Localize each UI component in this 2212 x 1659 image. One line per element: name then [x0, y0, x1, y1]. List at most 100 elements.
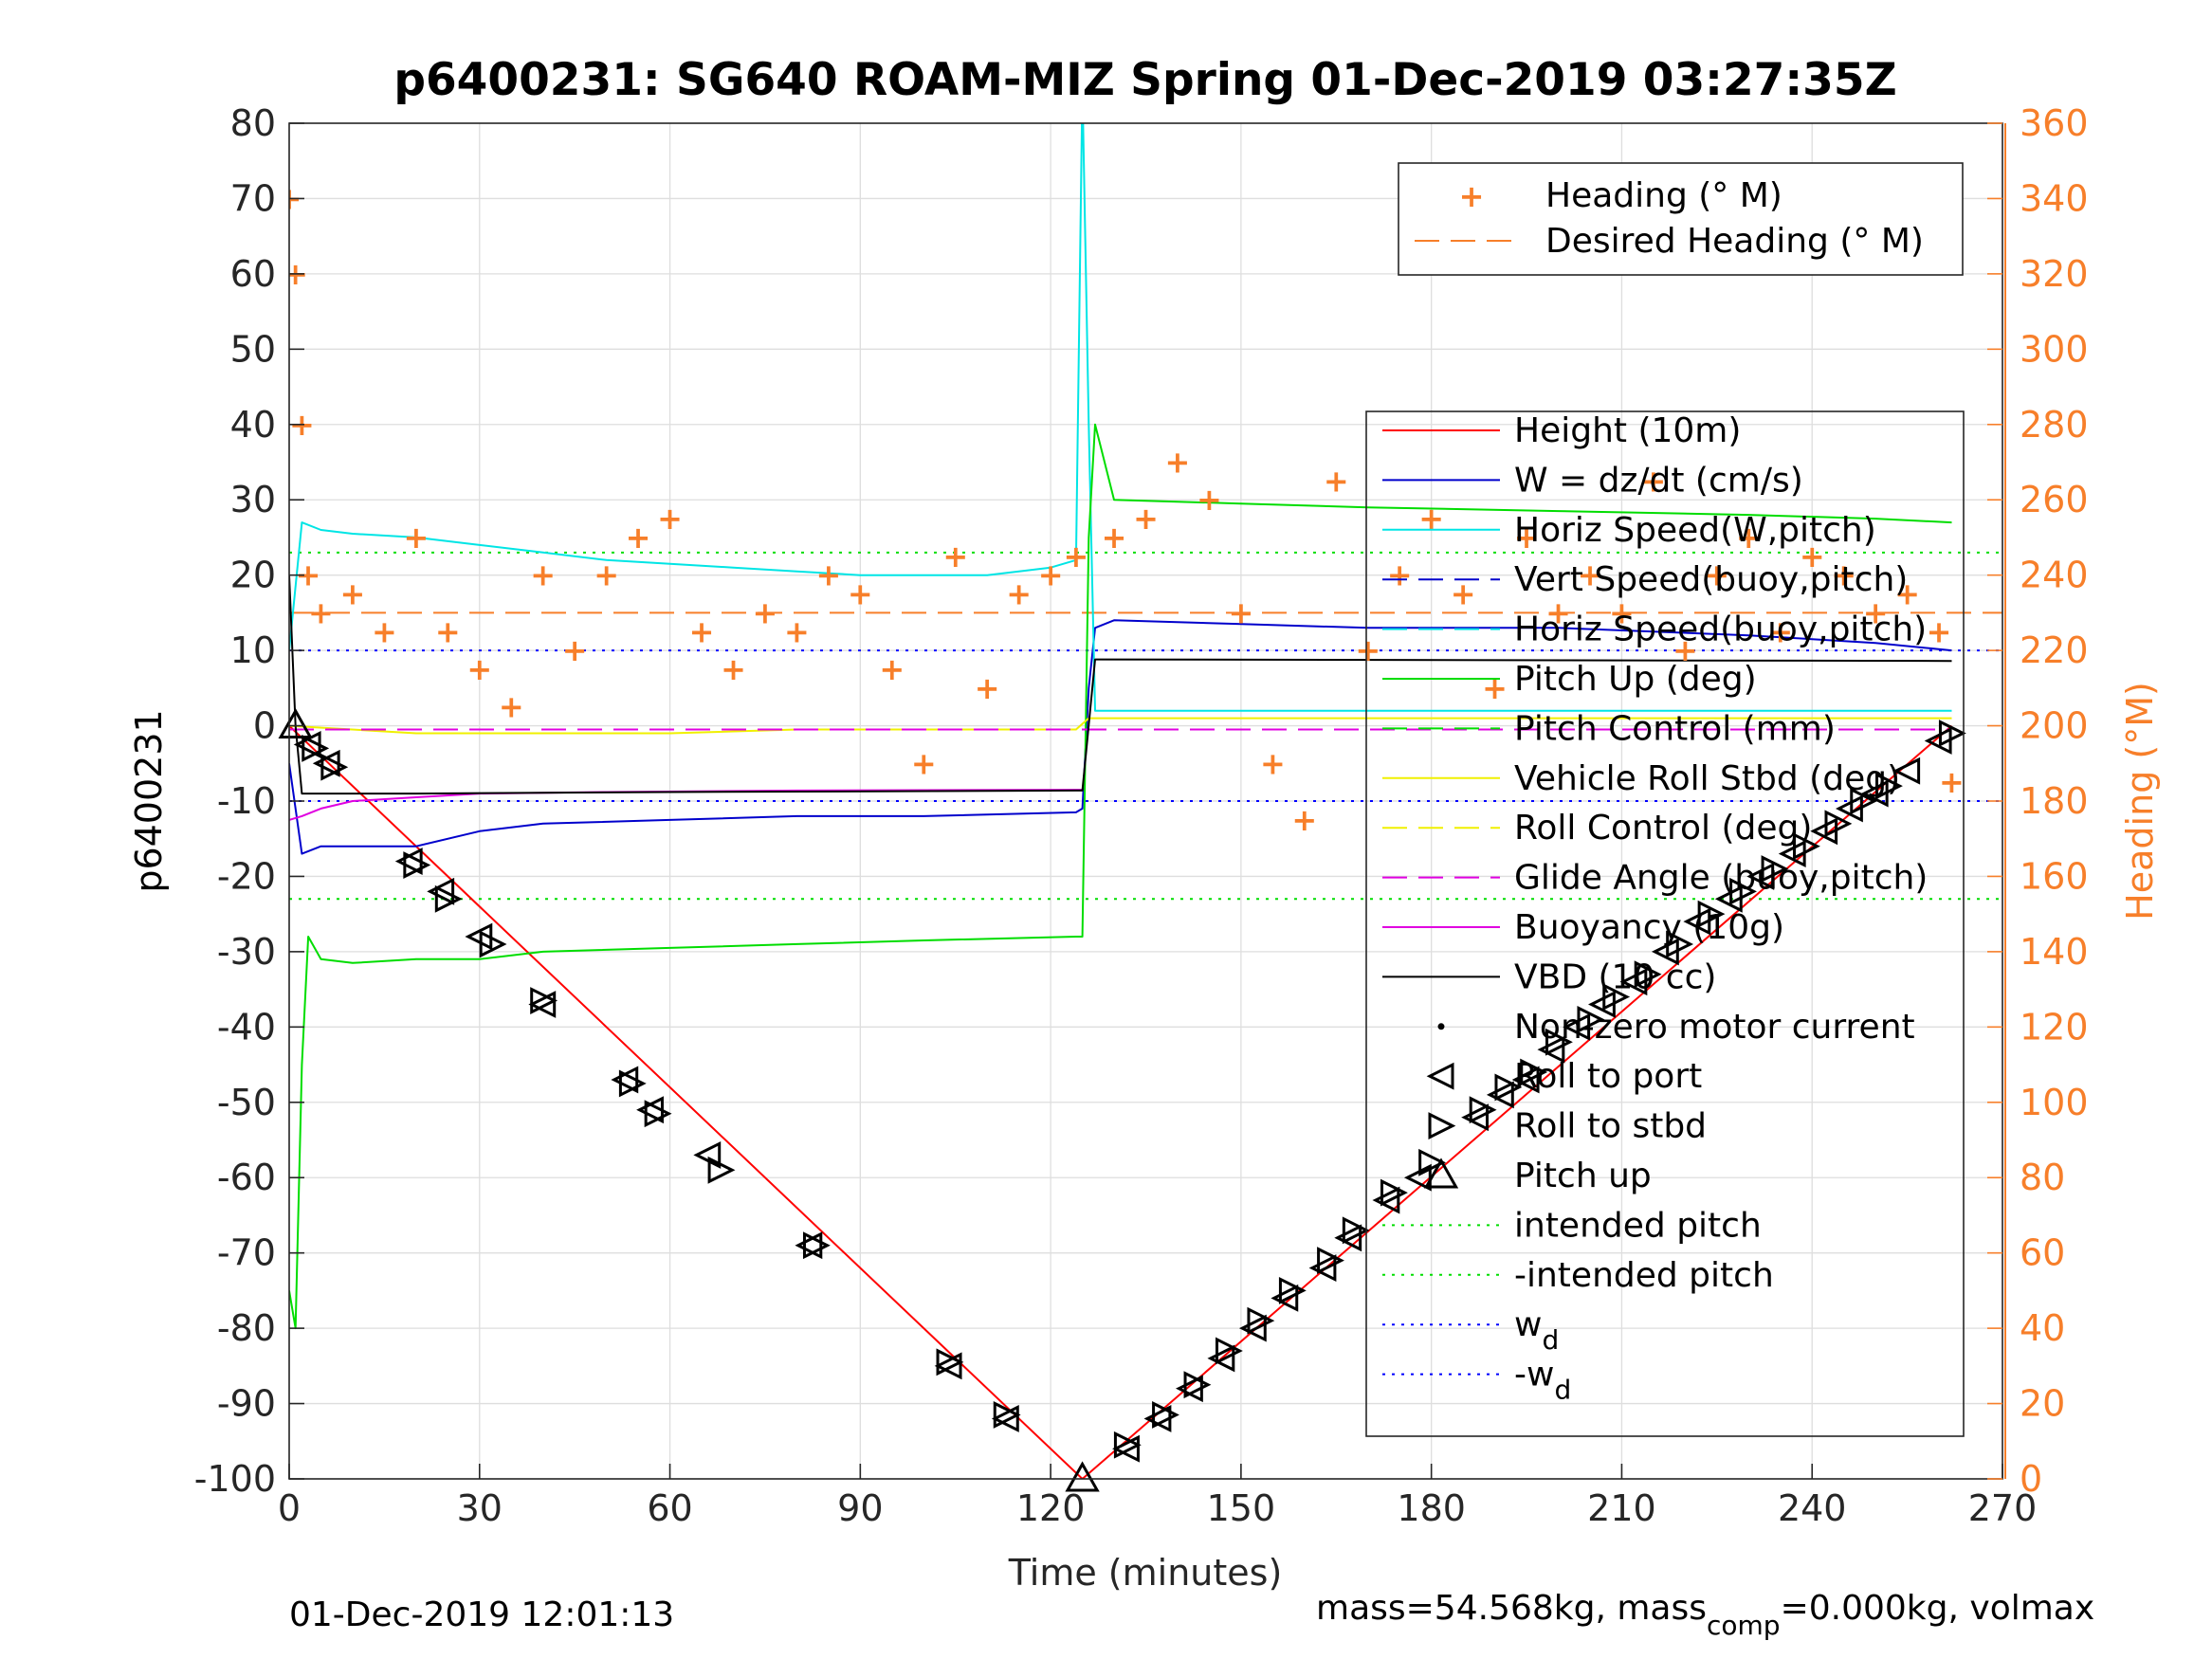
y2-tick-label: 200 — [2020, 705, 2089, 747]
roll-to-stbd-marker — [1697, 900, 1726, 928]
y-axis-right: 0 20 40 60 80 100 120 140 160 180 200 220 240 260 280 3… — [1987, 102, 2089, 1500]
y2-tick-label: 360 — [2020, 102, 2089, 144]
legend-label-main: Height (10m) — [1514, 411, 1741, 450]
legend-label-main: Non-zero motor current — [1514, 1008, 1915, 1047]
heading-point: + — [372, 613, 397, 649]
y-tick-label: -20 — [217, 855, 276, 897]
roll-to-stbd-marker — [1520, 1058, 1548, 1086]
heading-point: + — [1102, 520, 1127, 556]
heading-point: + — [942, 538, 968, 574]
legend-label: Roll to port — [1514, 1057, 1702, 1096]
legend-label-main: intended pitch — [1514, 1206, 1762, 1245]
heading-point: + — [689, 613, 715, 649]
roll-to-port-marker — [528, 991, 557, 1018]
legend-label: Roll Control (deg) — [1514, 809, 1812, 848]
series-layer — [289, 123, 1953, 1479]
legend-label-main: VBD (10 cc) — [1514, 957, 1716, 996]
legend-label-main: Roll to port — [1514, 1057, 1702, 1096]
heading-point: + — [1260, 745, 1286, 781]
heading-point: + — [1767, 613, 1793, 649]
legend-label: Pitch Control (mm) — [1514, 709, 1836, 748]
series-w — [289, 619, 1952, 855]
roll-to-stbd-marker — [936, 1348, 964, 1376]
roll-to-stbd-marker — [1278, 1276, 1307, 1304]
roll-to-stbd-marker — [1634, 960, 1662, 989]
y2-tick-label: 80 — [2020, 1157, 2065, 1198]
x-tick-label: 180 — [1397, 1487, 1466, 1529]
main-legend-box — [1365, 410, 1965, 1437]
heading-point: + — [1133, 501, 1159, 537]
heading-point: + — [1063, 538, 1088, 574]
y-axis-left: -100-90-80-70-60-50-40-30-20-10010203040… — [194, 102, 304, 1500]
legend-label-main: Roll to stbd — [1514, 1107, 1707, 1146]
heading-point: + — [721, 651, 746, 687]
heading-point: + — [1387, 557, 1413, 593]
roll-to-stbd-marker — [1793, 832, 1820, 861]
x-tick-label: 210 — [1587, 1487, 1656, 1529]
legend-label: Pitch Up (deg) — [1514, 660, 1757, 699]
heading-point: + — [1800, 538, 1825, 574]
y2-tick-label: 20 — [2020, 1383, 2065, 1425]
legend-swatch — [1423, 1158, 1459, 1189]
roll-to-port-marker — [1461, 1103, 1490, 1132]
x-tick-label: 120 — [1016, 1487, 1086, 1529]
roll-to-stbd-marker — [1469, 1096, 1497, 1124]
legend-label-main: Vehicle Roll Stbd (deg) — [1514, 759, 1900, 798]
heading-point: + — [1165, 445, 1191, 481]
legend-label: Non-zero motor current — [1514, 1008, 1915, 1047]
legend-label-main: Roll Control (deg) — [1514, 809, 1812, 848]
y2-tick-label: 320 — [2020, 253, 2089, 295]
y2-axis-label: Heading (°M) — [2119, 682, 2161, 921]
x-tick-label: 240 — [1778, 1487, 1847, 1529]
chart-title: p6400231: SG640 ROAM-MIZ Spring 01-Dec-2… — [393, 54, 1896, 106]
x-tick-label: 60 — [647, 1487, 692, 1529]
roll-to-stbd-marker — [707, 1156, 736, 1184]
legend-label-main: Pitch up — [1514, 1157, 1652, 1195]
roll-to-port-marker — [1271, 1284, 1299, 1312]
roll-to-stbd-marker — [1938, 720, 1966, 747]
y-tick-label: -70 — [217, 1232, 276, 1274]
y-axis-label: p6400231 — [128, 709, 170, 892]
heading-point: + — [1863, 594, 1889, 630]
legend-label: Buoyancy (10g) — [1514, 908, 1784, 947]
roll-to-port-marker — [1486, 1081, 1514, 1109]
y-tick-label: 80 — [230, 102, 276, 144]
marker-layer — [278, 707, 1966, 1492]
y2-tick-label: 140 — [2020, 931, 2089, 973]
x-tick-label: 90 — [837, 1487, 883, 1529]
roll-to-port-marker — [1207, 1344, 1235, 1373]
heading-point: + — [1641, 463, 1667, 499]
legend-label-main: Vert Speed(buoy,pitch) — [1514, 560, 1908, 599]
roll-to-port-marker — [1892, 757, 1921, 785]
series-vbd — [289, 574, 1952, 795]
y-tick-label: 70 — [230, 177, 276, 219]
heading-point: + — [1228, 594, 1253, 630]
y-tick-label: -80 — [217, 1307, 276, 1349]
legend-label: wd — [1514, 1305, 1559, 1356]
legend-label: -wd — [1514, 1356, 1571, 1406]
heading-point: + — [1831, 557, 1856, 593]
roll-to-stbd-marker — [434, 884, 463, 913]
y-tick-label: 40 — [230, 404, 276, 446]
heading-point: + — [1291, 802, 1317, 838]
y-tick-label: -50 — [217, 1082, 276, 1123]
roll-to-port-marker — [427, 877, 455, 905]
legend-label: Horiz Speed(W,pitch) — [1514, 511, 1876, 550]
series-roll — [289, 717, 1952, 735]
y-tick-label: 20 — [230, 555, 276, 596]
roll-to-stbd-marker — [993, 1401, 1021, 1429]
heading-point: + — [308, 594, 334, 630]
legend-label-main: Pitch Control (mm) — [1514, 709, 1836, 748]
roll-to-stbd-marker — [302, 734, 330, 762]
y-tick-label: 60 — [230, 253, 276, 295]
roll-to-stbd-marker — [1113, 1431, 1142, 1459]
series-pitch — [289, 423, 1952, 1330]
roll-to-port-marker — [1308, 1254, 1337, 1282]
heading-point: + — [562, 632, 588, 668]
roll-to-port-marker — [934, 1352, 962, 1380]
heading-point: + — [784, 613, 810, 649]
y2-tick-label: 280 — [2020, 404, 2089, 446]
y-tick-label: -10 — [217, 780, 276, 822]
